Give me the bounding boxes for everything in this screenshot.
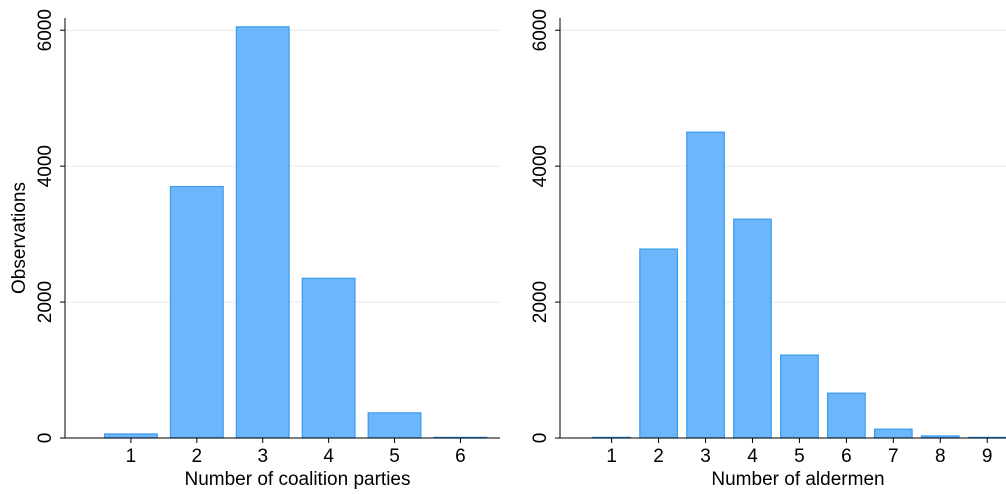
x-tick-label: 6 — [455, 446, 466, 467]
x-tick-label: 1 — [126, 446, 137, 467]
bar — [235, 26, 290, 439]
x-tick-label: 2 — [192, 446, 203, 467]
x-tick-label: 2 — [653, 446, 664, 467]
bar — [367, 412, 422, 439]
bar — [301, 277, 356, 439]
y-tick-label: 6000 — [35, 9, 56, 51]
bar — [873, 428, 913, 439]
x-tick-label: 6 — [841, 446, 852, 467]
x-tick-label: 5 — [389, 446, 400, 467]
x-axis-label: Number of coalition parties — [185, 469, 411, 490]
y-tick-label: 0 — [530, 433, 551, 444]
y-axis-label: Observations — [9, 182, 30, 294]
x-tick-label: 9 — [982, 446, 993, 467]
y-tick-label: 4000 — [35, 145, 56, 187]
bar — [686, 131, 725, 439]
y-tick-label: 2000 — [530, 281, 551, 323]
bar — [169, 185, 224, 439]
x-axis-label: Number of aldermen — [711, 469, 884, 490]
y-tick-label: 4000 — [530, 145, 551, 187]
y-tick-label: 0 — [35, 433, 56, 444]
x-tick-label: 4 — [323, 446, 334, 467]
bar — [826, 392, 866, 439]
x-tick-label: 5 — [794, 446, 805, 467]
x-tick-label: 3 — [700, 446, 711, 467]
y-tick-label: 6000 — [530, 9, 551, 51]
x-tick-label: 4 — [747, 446, 758, 467]
bar — [639, 248, 678, 439]
x-tick-label: 8 — [935, 446, 946, 467]
y-tick-label: 2000 — [35, 281, 56, 323]
x-tick-label: 7 — [888, 446, 899, 467]
bar — [780, 354, 819, 439]
x-tick-label: 1 — [606, 446, 617, 467]
bar — [103, 433, 158, 439]
bar — [733, 218, 772, 439]
x-tick-label: 3 — [257, 446, 268, 467]
